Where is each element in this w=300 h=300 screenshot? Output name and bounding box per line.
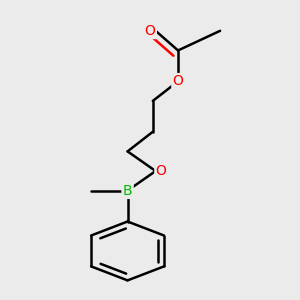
- Text: O: O: [145, 24, 156, 38]
- Text: B: B: [123, 184, 132, 198]
- Text: O: O: [156, 164, 167, 178]
- Text: O: O: [172, 74, 184, 88]
